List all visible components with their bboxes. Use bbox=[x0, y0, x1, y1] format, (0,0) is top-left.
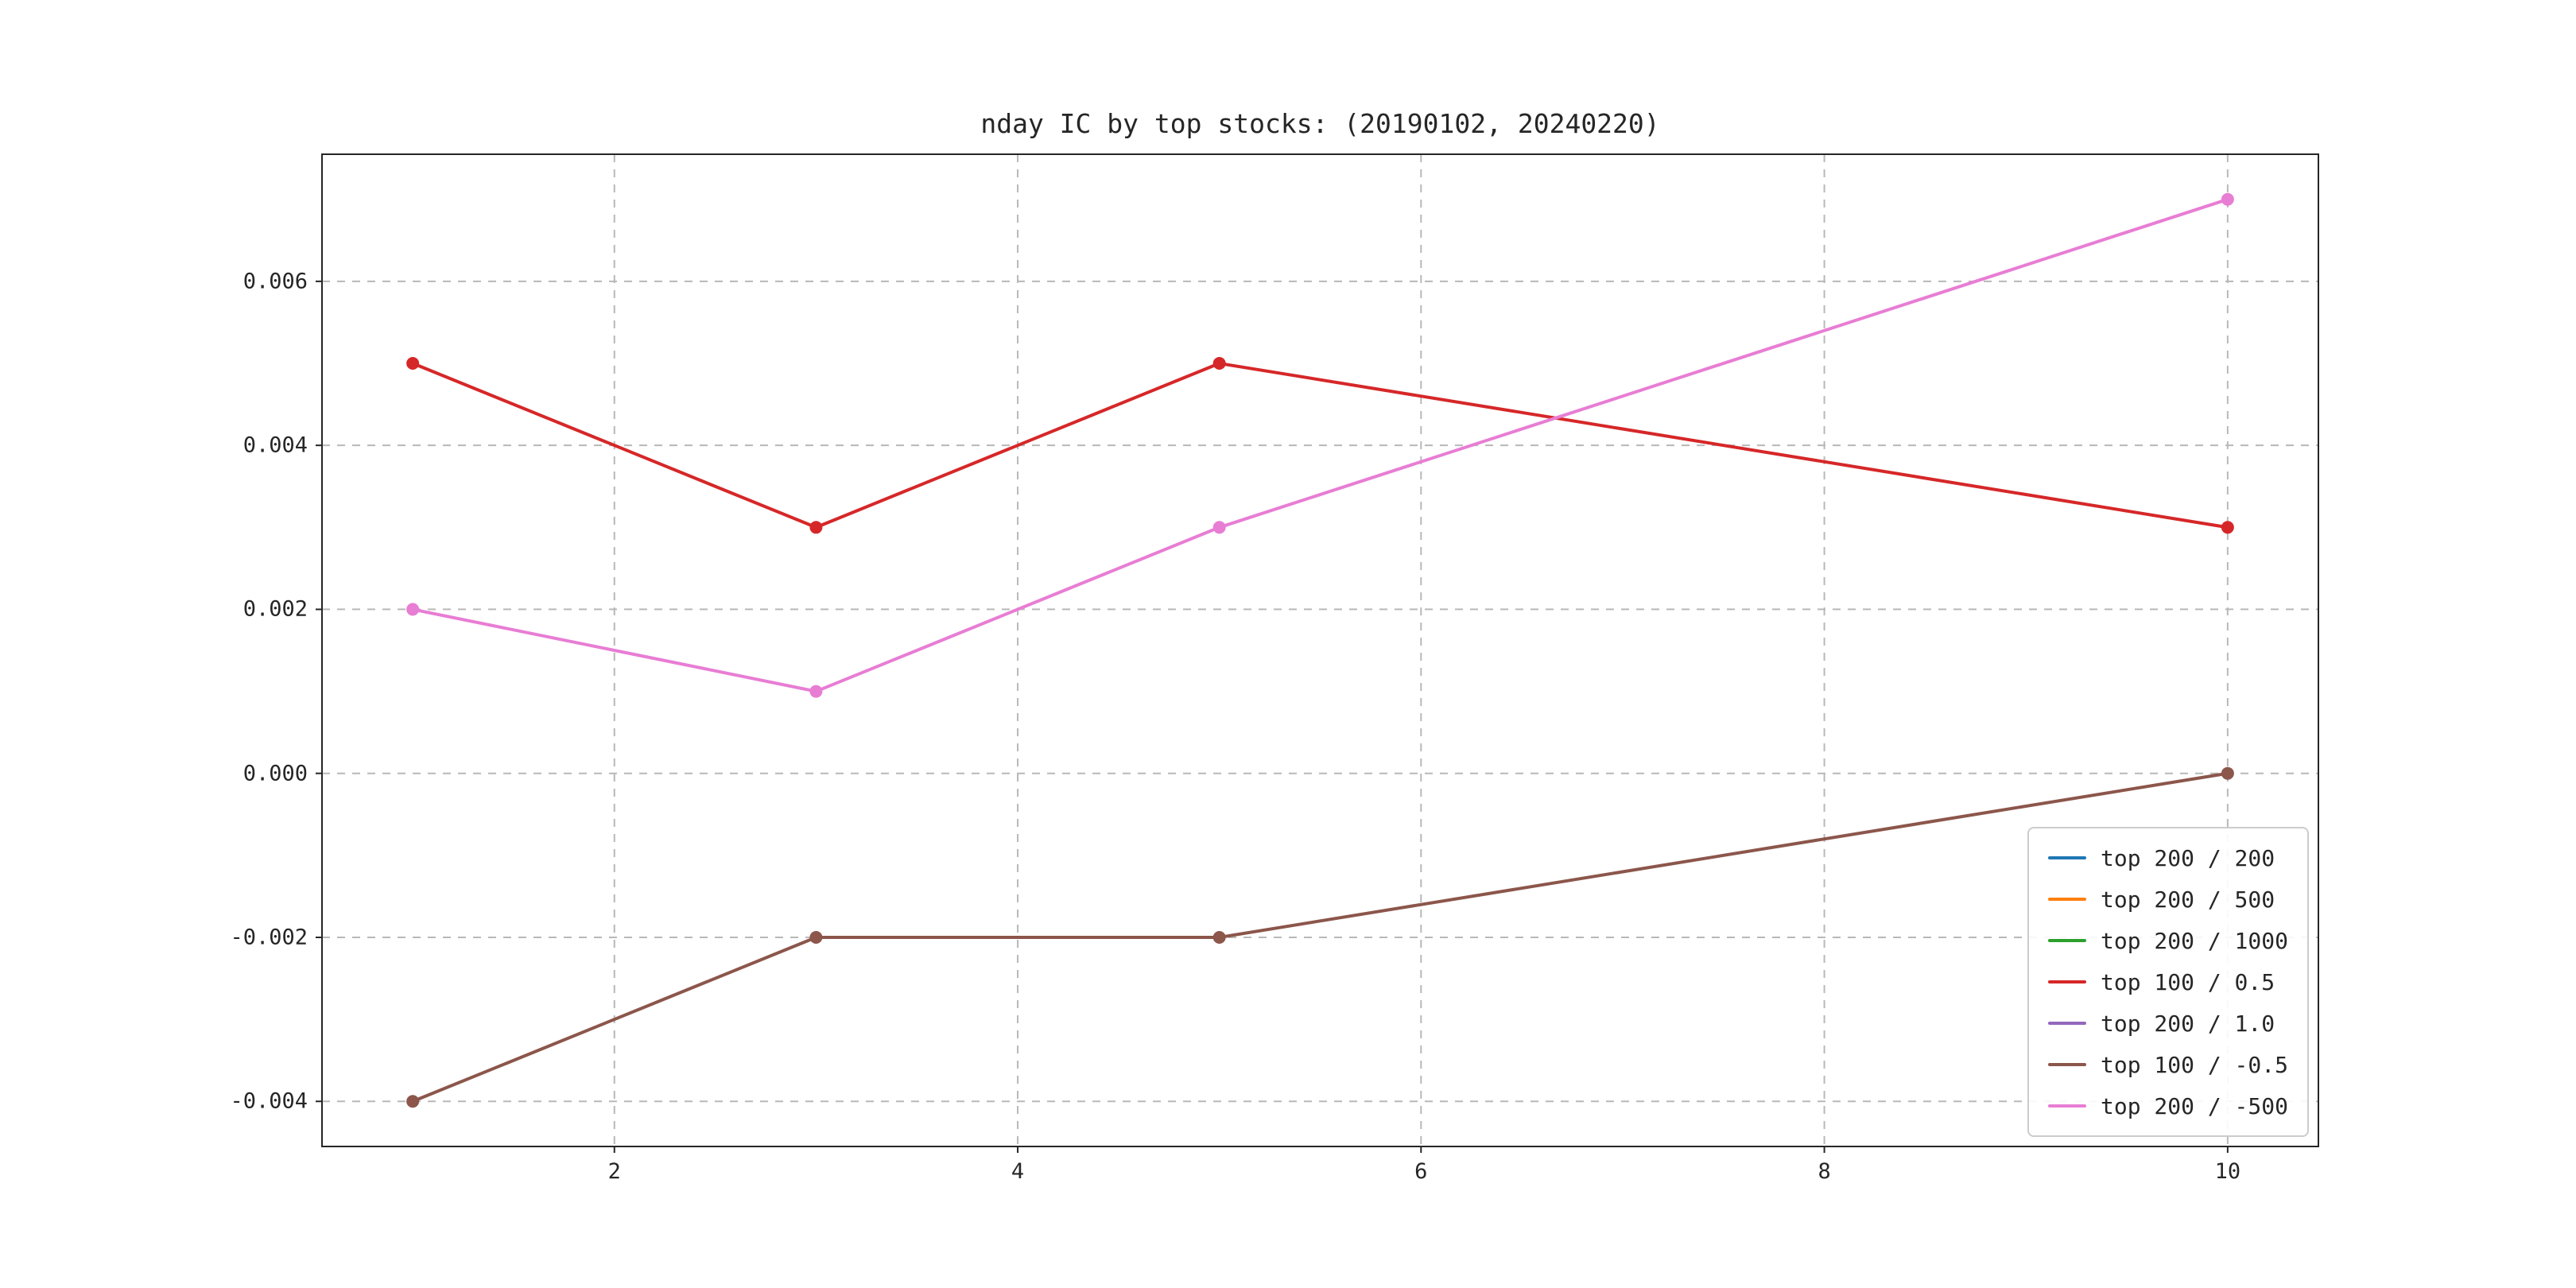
series-marker bbox=[809, 685, 823, 698]
chart-title: nday IC by top stocks: (20190102, 202402… bbox=[980, 108, 1660, 139]
legend-item-label: top 100 / -0.5 bbox=[2100, 1051, 2288, 1078]
series-marker bbox=[1212, 521, 1226, 534]
legend-item-label: top 200 / 200 bbox=[2100, 844, 2275, 871]
y-tick-label: 0.000 bbox=[242, 761, 308, 786]
series-marker bbox=[809, 930, 823, 944]
series-marker bbox=[2221, 192, 2234, 206]
legend-line-swatch bbox=[2047, 1104, 2086, 1108]
series-marker bbox=[406, 1095, 420, 1108]
legend-item-label: top 200 / -500 bbox=[2100, 1092, 2288, 1119]
x-tick-label: 10 bbox=[2214, 1159, 2241, 1184]
legend-item: top 200 / 1000 bbox=[2047, 924, 2288, 957]
series-marker bbox=[1212, 357, 1226, 370]
series-marker bbox=[2221, 766, 2234, 780]
legend-item: top 200 / 500 bbox=[2047, 883, 2288, 916]
legend-line-swatch bbox=[2047, 980, 2086, 983]
y-tick-label: 0.004 bbox=[242, 433, 308, 458]
series-line bbox=[412, 361, 2229, 530]
legend-item-label: top 200 / 500 bbox=[2100, 886, 2275, 913]
series-marker bbox=[2221, 521, 2234, 534]
legend-item: top 100 / -0.5 bbox=[2047, 1048, 2288, 1081]
legend: top 200 / 200 top 200 / 500 top 200 / 1000… bbox=[2027, 827, 2309, 1137]
legend-item: top 200 / 200 bbox=[2047, 841, 2288, 875]
legend-line-swatch bbox=[2047, 898, 2086, 901]
x-tick-label: 6 bbox=[1414, 1159, 1428, 1184]
x-tick-label: 8 bbox=[1818, 1159, 1831, 1184]
series-marker bbox=[406, 357, 420, 370]
legend-item: top 200 / -500 bbox=[2047, 1089, 2288, 1123]
series-line bbox=[412, 771, 2229, 1104]
legend-item-label: top 100 / 0.5 bbox=[2100, 968, 2275, 995]
y-tick-label: -0.002 bbox=[230, 925, 308, 950]
legend-item: top 100 / 0.5 bbox=[2047, 965, 2288, 999]
axes-spine bbox=[321, 153, 2319, 1147]
y-tick-label: -0.004 bbox=[230, 1088, 308, 1114]
legend-line-swatch bbox=[2047, 1063, 2086, 1066]
series-marker bbox=[809, 521, 823, 534]
legend-item-label: top 200 / 1000 bbox=[2100, 927, 2288, 954]
series-marker bbox=[1212, 930, 1226, 944]
y-tick-label: 0.002 bbox=[242, 596, 308, 622]
x-tick-label: 2 bbox=[607, 1159, 621, 1184]
y-tick-label: 0.006 bbox=[242, 269, 308, 294]
legend-line-swatch bbox=[2047, 939, 2086, 942]
series-marker bbox=[406, 603, 420, 616]
legend-line-swatch bbox=[2047, 856, 2086, 859]
legend-item: top 200 / 1.0 bbox=[2047, 1007, 2288, 1040]
x-tick-label: 4 bbox=[1011, 1159, 1025, 1184]
legend-line-swatch bbox=[2047, 1022, 2086, 1025]
legend-item-label: top 200 / 1.0 bbox=[2100, 1010, 2275, 1037]
series-line bbox=[412, 197, 2229, 693]
